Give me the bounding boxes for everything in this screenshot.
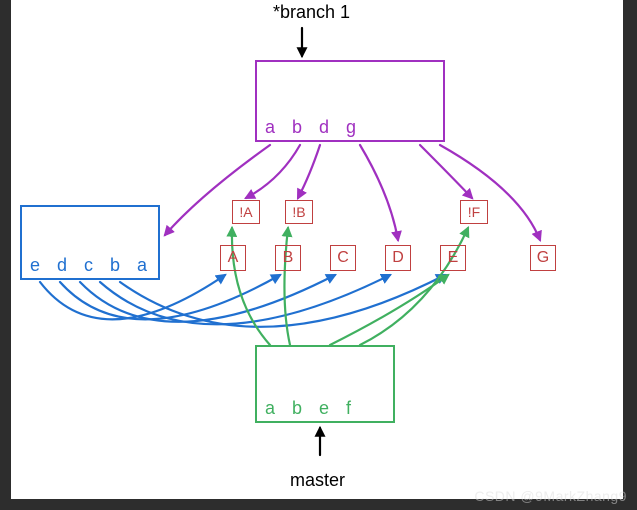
watermark: CSDN @9MarkZhang9 (474, 488, 627, 504)
neg-commit-nA: !A (232, 200, 260, 224)
blue_box-text: e d c b a (30, 255, 153, 276)
branch_box: a b d g (255, 60, 445, 142)
commit-B: B (275, 245, 301, 271)
neg-commit-nF: !F (460, 200, 488, 224)
label-master: master (290, 470, 345, 491)
label-branch1: *branch 1 (273, 2, 350, 23)
master_box: a b e f (255, 345, 395, 423)
commit-E: E (440, 245, 466, 271)
branch_box-text: a b d g (265, 117, 362, 138)
blue_box: e d c b a (20, 205, 160, 280)
commit-G: G (530, 245, 556, 271)
commit-C: C (330, 245, 356, 271)
neg-commit-nB: !B (285, 200, 313, 224)
commit-A: A (220, 245, 246, 271)
commit-D: D (385, 245, 411, 271)
master_box-text: a b e f (265, 398, 357, 419)
